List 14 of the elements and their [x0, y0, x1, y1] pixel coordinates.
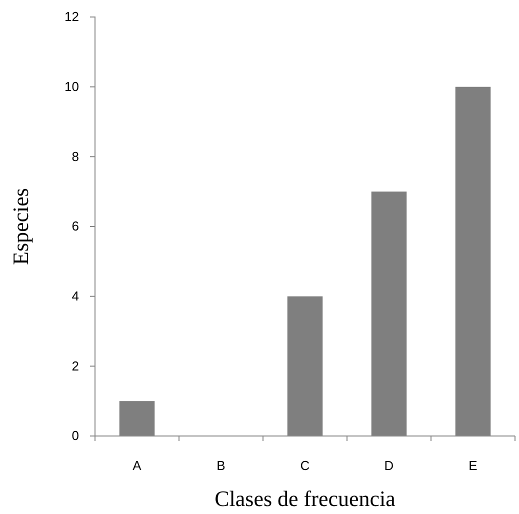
y-axis-title: Especies [8, 188, 33, 265]
x-axis-title: Clases de frecuencia [214, 486, 396, 511]
y-tick-label: 8 [72, 148, 79, 164]
y-tick-label: 2 [72, 358, 79, 374]
y-tick-label: 6 [72, 218, 79, 234]
y-tick-label: 12 [64, 9, 79, 24]
x-tick-label: E [468, 458, 478, 473]
x-tick-label: D [384, 458, 394, 473]
y-tick-label: 4 [72, 288, 79, 304]
y-tick-label: 10 [64, 78, 79, 94]
y-tick-label: 0 [72, 428, 79, 444]
x-tick-label: B [216, 458, 226, 473]
x-tick-label: A [132, 458, 142, 473]
x-tick-label: C [300, 458, 310, 473]
